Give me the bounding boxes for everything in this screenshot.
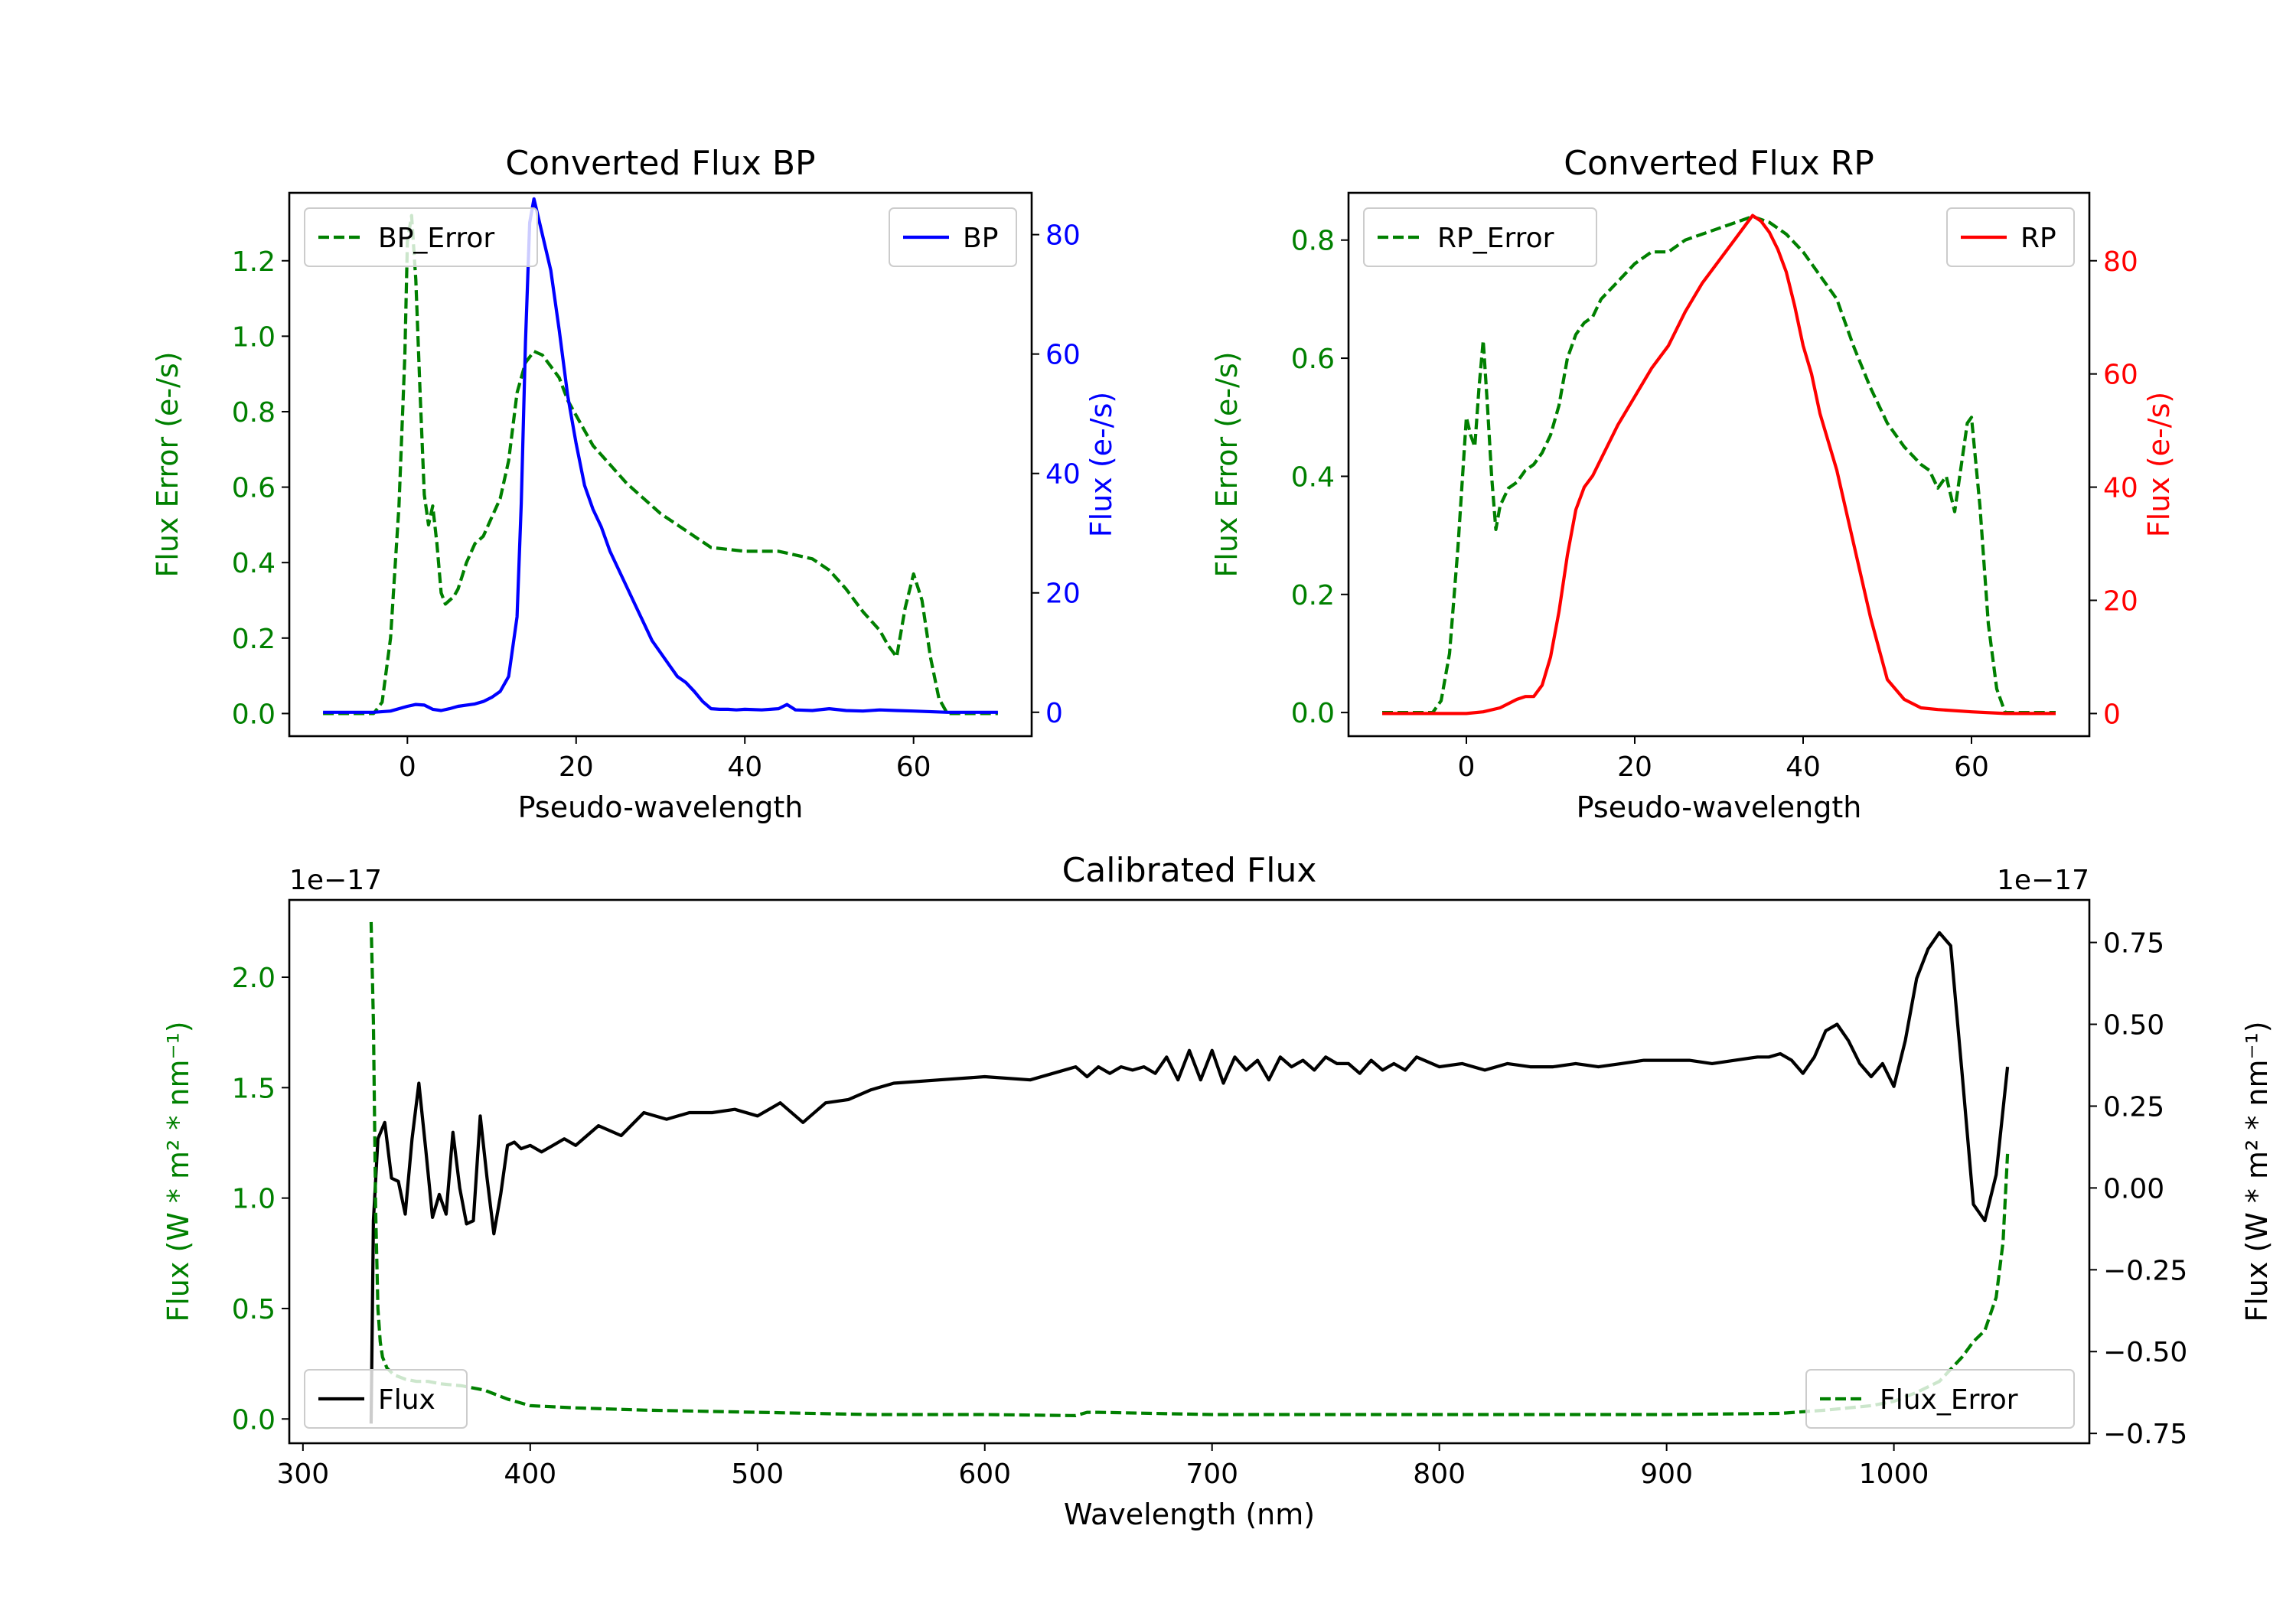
legend-bp: BP (889, 207, 1017, 267)
legend-flux-error: Flux_Error (1805, 1369, 2075, 1429)
right-tick-label: −0.25 (2103, 1255, 2187, 1286)
right-tick-label: 20 (2103, 586, 2138, 618)
x-tick-label: 300 (276, 1459, 329, 1490)
x-tick-label: 500 (731, 1459, 784, 1490)
right-tick-label: 40 (2103, 473, 2138, 504)
legend-label: RP_Error (1437, 223, 1554, 254)
legend-flux: Flux (304, 1369, 468, 1429)
legend-box (304, 1369, 468, 1429)
x-tick-label: 40 (727, 751, 762, 783)
chart-title: Calibrated Flux (1062, 851, 1317, 890)
chart-title: Converted Flux BP (505, 144, 815, 183)
left-offset-text: 1e−17 (289, 865, 382, 896)
plot-frame (288, 191, 1033, 738)
right-axis-label: Flux (e-/s) (1084, 392, 1118, 537)
legend-box (1946, 207, 2075, 267)
x-tick-label: 1000 (1859, 1459, 1929, 1490)
chart-rp: 0 20 40 60 0.0 0.2 0.4 0.6 0.8 0 20 40 60 80 Converted… (1210, 144, 2176, 824)
series-line-bp (323, 197, 998, 714)
series-line-flux-error (369, 921, 2010, 1417)
right-tick-label: 0.25 (2103, 1091, 2164, 1123)
right-tick-label: 0.00 (2103, 1173, 2164, 1204)
right-axis-label: Flux (e-/s) (2142, 392, 2176, 537)
left-tick-label: 2.0 (232, 963, 276, 994)
x-tick-label: 60 (1954, 751, 1989, 783)
x-tick-label: 900 (1640, 1459, 1693, 1490)
left-tick-label: 0.2 (1291, 580, 1335, 611)
legend-label: Flux (378, 1384, 435, 1416)
legend-label: Flux_Error (1880, 1384, 2018, 1416)
x-tick-label: 0 (399, 751, 416, 783)
left-tick-label: 0.8 (1291, 226, 1335, 257)
left-tick-label: 1.0 (232, 321, 276, 353)
right-axis-label: Flux (W * m² * nm⁻¹) (2240, 1021, 2274, 1322)
legend-rp-error: RP_Error (1363, 207, 1597, 267)
series-line-bp-error (323, 214, 998, 715)
legend-box (889, 207, 1017, 267)
series-line-rp (1382, 214, 2056, 715)
x-axis-label: Wavelength (nm) (1064, 1498, 1315, 1531)
right-tick-label: 20 (1045, 579, 1081, 610)
x-tick-label: 60 (896, 751, 931, 783)
right-tick-label: 0 (1045, 698, 1063, 729)
left-axis-label: Flux (W * m² * nm⁻¹) (161, 1021, 195, 1322)
right-tick-label: 80 (2103, 246, 2138, 278)
x-tick-label: 20 (559, 751, 594, 783)
left-tick-label: 0.4 (232, 548, 276, 579)
right-tick-label: −0.75 (2103, 1419, 2187, 1450)
right-tick-label: 80 (1045, 220, 1081, 252)
series-line-flux (369, 931, 2010, 1424)
x-tick-label: 40 (1786, 751, 1821, 783)
x-tick-label: 0 (1458, 751, 1476, 783)
legend-label: RP (2020, 223, 2056, 254)
left-axis-label: Flux Error (e-/s) (151, 351, 184, 577)
right-tick-label: 40 (1045, 459, 1081, 491)
plot-frame (288, 898, 2091, 1445)
x-tick-label: 600 (958, 1459, 1011, 1490)
right-tick-label: −0.50 (2103, 1337, 2187, 1368)
right-tick-label: 0 (2103, 699, 2121, 730)
left-tick-label: 1.5 (232, 1073, 276, 1104)
right-tick-label: 60 (2103, 360, 2138, 391)
right-tick-label: 60 (1045, 340, 1081, 371)
legend-label: BP (963, 223, 998, 254)
x-tick-label: 400 (504, 1459, 556, 1490)
left-tick-label: 0.6 (232, 473, 276, 504)
left-tick-label: 0.6 (1291, 344, 1335, 375)
x-tick-label: 20 (1617, 751, 1652, 783)
chart-cal: 300 400 500 600 700 800 900 1000 0.0 0.5 1.0 1.5 2.0… (161, 851, 2274, 1531)
left-tick-label: 1.0 (232, 1184, 276, 1215)
x-axis-label: Pseudo-wavelength (1577, 790, 1862, 824)
left-tick-label: 0.0 (232, 699, 276, 730)
legend-rp: RP (1946, 207, 2075, 267)
plot-frame (1347, 191, 2091, 738)
series-line-rp-error (1382, 214, 2056, 715)
left-tick-label: 0.8 (232, 397, 276, 429)
left-tick-label: 0.0 (1291, 698, 1335, 729)
x-tick-label: 700 (1186, 1459, 1238, 1490)
left-axis-label: Flux Error (e-/s) (1210, 351, 1244, 577)
chart-title: Converted Flux RP (1564, 144, 1874, 183)
legend-box (1805, 1369, 2075, 1429)
right-tick-label: 0.75 (2103, 928, 2164, 960)
left-tick-label: 0.5 (232, 1294, 276, 1325)
x-tick-label: 800 (1413, 1459, 1466, 1490)
legend-bp-error: BP_Error (304, 207, 538, 267)
left-tick-label: 1.2 (232, 246, 276, 278)
legend-box (1363, 207, 1597, 267)
right-offset-text: 1e−17 (1997, 865, 2089, 896)
left-tick-label: 0.0 (232, 1404, 276, 1436)
chart-bp: 0 20 40 60 0.0 0.2 0.4 0.6 0.8 1.0 1.2 0 20 40 60 80 Con… (151, 144, 1118, 824)
left-tick-label: 0.4 (1291, 461, 1335, 493)
left-tick-label: 0.2 (232, 624, 276, 655)
x-axis-label: Pseudo-wavelength (518, 790, 804, 824)
legend-box (304, 207, 538, 267)
legend-label: BP_Error (378, 223, 494, 254)
right-tick-label: 0.50 (2103, 1010, 2164, 1041)
